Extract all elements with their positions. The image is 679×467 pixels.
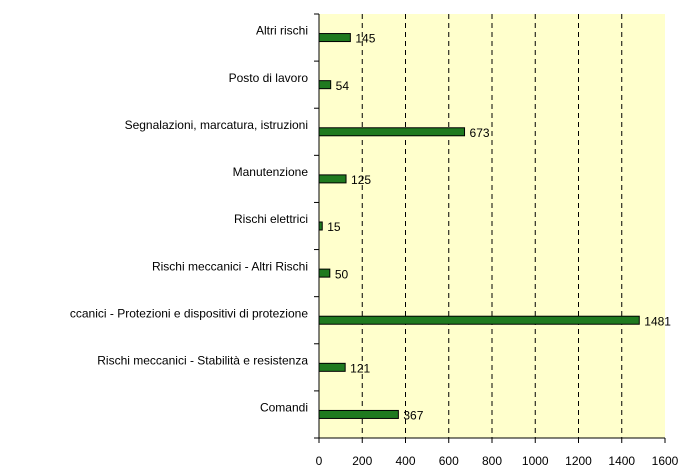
x-tick-label: 600 [439,454,459,467]
bar [318,80,332,90]
x-tick-label: 0 [316,454,323,467]
x-tick-label: 400 [395,454,415,467]
x-tick-label: 1000 [522,454,549,467]
value-label: 145 [355,32,375,46]
y-tick-label: Rischi elettrici [234,212,308,226]
bar [318,33,351,43]
y-tick-label: Segnalazioni, marcatura, istruzioni [125,118,308,132]
bar [318,268,331,278]
value-label: 367 [403,409,423,423]
bar [318,315,640,325]
value-label: 50 [335,267,349,281]
value-label: 125 [351,173,371,187]
value-label: 1481 [644,314,671,328]
x-tick-label: 1600 [652,454,679,467]
value-label: 121 [350,362,370,376]
y-tick-label: Manutenzione [233,165,309,179]
x-tick-label: 1200 [565,454,592,467]
value-label: 673 [470,126,490,140]
x-tick-label: 800 [482,454,502,467]
bar [318,127,466,137]
y-tick-label: Comandi [260,401,308,415]
y-tick-label: Rischi meccanici - Altri Rischi [152,259,308,273]
x-tick-label: 200 [352,454,372,467]
y-tick-label: Posto di lavoro [229,71,309,85]
x-tick-label: 1400 [608,454,635,467]
bar [318,174,347,184]
bar [318,409,399,419]
bar [318,221,323,231]
value-label: 15 [327,220,341,234]
y-tick-label: Rischi meccanici - Stabilità e resistenz… [97,354,308,368]
y-tick-label: ccanici - Protezioni e dispositivi di pr… [70,306,308,320]
bar [318,362,346,372]
y-tick-label: Altri rischi [256,24,308,38]
value-label: 54 [336,79,350,93]
